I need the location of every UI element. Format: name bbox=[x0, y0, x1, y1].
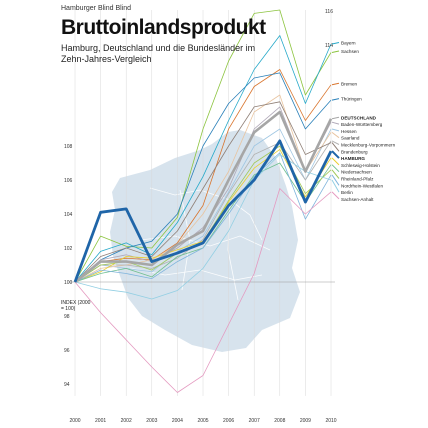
x-tick-label: 2000 bbox=[69, 418, 80, 424]
legend-marker bbox=[331, 98, 340, 101]
x-tick-label: 2009 bbox=[300, 418, 311, 424]
legend-label: Nordrhein-Westfalen bbox=[341, 183, 383, 188]
x-tick-label: 2008 bbox=[274, 418, 285, 424]
y-tick-label: 94 bbox=[64, 382, 70, 388]
series-line bbox=[73, 139, 333, 283]
y-tick-label: 106 bbox=[64, 178, 73, 184]
legend-label: Berlin bbox=[341, 190, 353, 195]
legend-marker bbox=[331, 157, 340, 166]
series-line bbox=[74, 72, 332, 283]
peak-label: 116 bbox=[325, 9, 333, 15]
legend-marker bbox=[331, 121, 340, 125]
series-line bbox=[74, 101, 332, 283]
y-tick-label: 96 bbox=[64, 348, 70, 354]
legend-marker bbox=[331, 132, 340, 139]
x-tick-label: 2006 bbox=[223, 418, 234, 424]
x-tick-label: 2004 bbox=[172, 418, 183, 424]
y-tick-label: 100 bbox=[64, 280, 73, 286]
legend-marker bbox=[331, 82, 340, 86]
legend-marker bbox=[331, 179, 340, 193]
chart-subtitle: Hamburg, Deutschland und die Bundeslände… bbox=[61, 43, 256, 64]
legend-label: HAMBURG bbox=[341, 156, 365, 161]
series-line bbox=[74, 35, 332, 283]
legend-label: DEUTSCHLAND bbox=[341, 115, 377, 120]
legend-marker bbox=[331, 128, 340, 132]
chart-legend: Bayern Sachsen Bremen Thüringen DEUTSCHLAND B… bbox=[331, 41, 396, 202]
legend-label: Baden-Württemberg bbox=[341, 122, 383, 127]
series-line bbox=[74, 140, 332, 283]
x-tick-label: 2007 bbox=[249, 418, 260, 424]
legend-marker bbox=[331, 191, 340, 200]
legend-label: Bremen bbox=[341, 81, 358, 86]
x-tick-label: 2003 bbox=[146, 418, 157, 424]
legend-label: Niedersachsen bbox=[341, 170, 372, 175]
legend-label: Hessen bbox=[341, 129, 357, 134]
series-line bbox=[74, 94, 332, 283]
chart-title: Bruttoinlandsprodukt bbox=[61, 16, 266, 39]
legend-label: Rheinland-Pfalz bbox=[341, 177, 374, 182]
series-lines bbox=[73, 9, 333, 393]
y-tick-label: 98 bbox=[64, 314, 70, 320]
legend-marker bbox=[331, 150, 340, 159]
legend-marker bbox=[331, 142, 340, 152]
y-axis-label: INDEX (2000 = 100) bbox=[61, 300, 91, 312]
legend-label: Brandenburg bbox=[341, 149, 368, 154]
kicker-label: Hamburger Blind Blind bbox=[61, 5, 132, 12]
series-line bbox=[74, 106, 332, 283]
legend-marker bbox=[331, 140, 340, 145]
legend-marker bbox=[331, 174, 340, 186]
series-line bbox=[74, 110, 333, 284]
legend-label: Saarland bbox=[341, 136, 360, 141]
legend-marker bbox=[331, 42, 340, 45]
series-line bbox=[74, 188, 332, 393]
x-tick-label: 2005 bbox=[197, 418, 208, 424]
legend-marker bbox=[331, 169, 340, 179]
series-line bbox=[74, 152, 332, 283]
legend-label: Mecklenburg-Vorpommern bbox=[341, 143, 396, 148]
y-tick-label: 104 bbox=[64, 212, 73, 218]
series-line bbox=[74, 128, 332, 283]
legend-marker bbox=[331, 164, 340, 173]
legend-marker bbox=[331, 116, 340, 120]
legend-marker bbox=[331, 50, 340, 53]
y-tick-label: 108 bbox=[64, 144, 73, 150]
legend-label: Sachsen bbox=[341, 49, 359, 54]
legend-label: Bayern bbox=[341, 41, 356, 46]
series-line bbox=[74, 69, 332, 283]
legend-label: Schleswig-Holstein bbox=[341, 163, 380, 168]
legend-label: Sachsen-Anhalt bbox=[341, 197, 374, 202]
y-tick-label: 102 bbox=[64, 246, 73, 252]
peak-label: 114 bbox=[325, 43, 333, 49]
x-tick-label: 2010 bbox=[325, 418, 336, 424]
legend-label: Thüringen bbox=[341, 97, 362, 102]
series-line bbox=[74, 9, 332, 283]
x-tick-label: 2002 bbox=[121, 418, 132, 424]
tick-labels: 2000 2001 2002 2003 2004 2005 2006 2007 2008 2009… bbox=[64, 9, 337, 424]
x-tick-label: 2001 bbox=[95, 418, 106, 424]
